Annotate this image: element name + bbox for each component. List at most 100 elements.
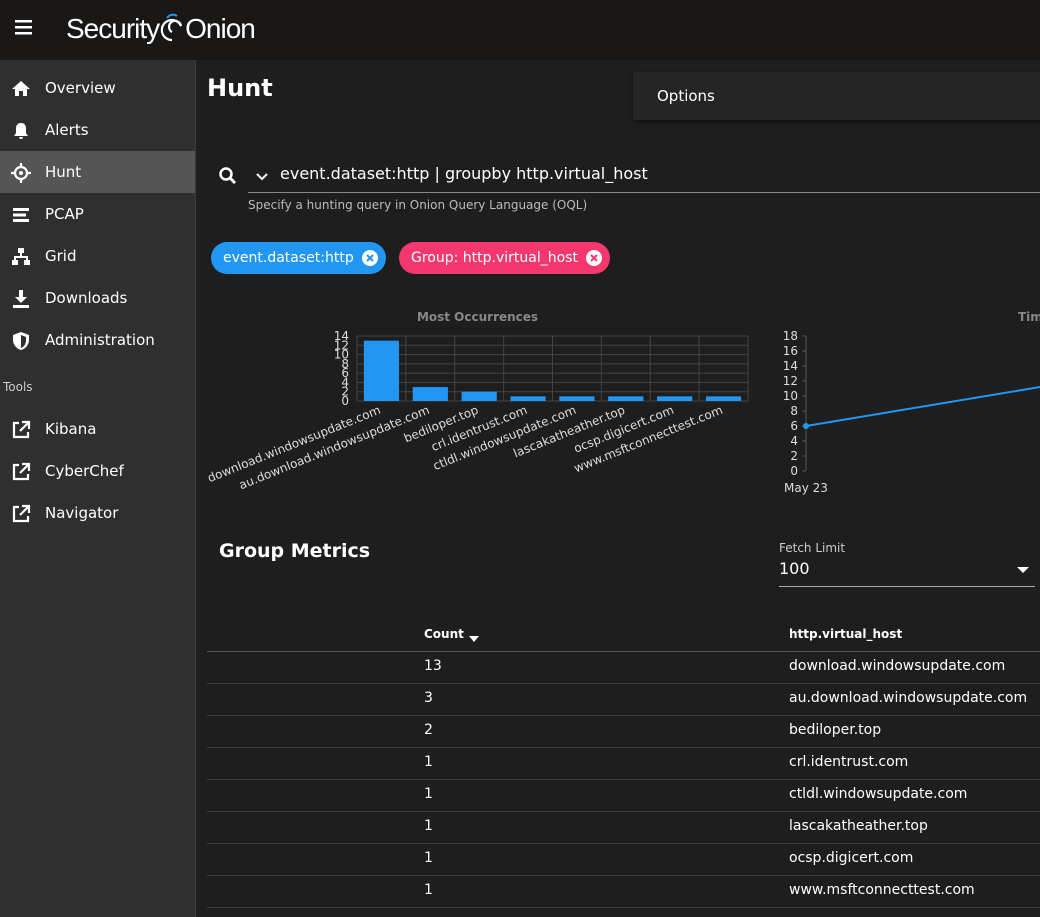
logo: Security Onion [66, 12, 256, 45]
nav-label[interactable]: Overview [45, 79, 116, 97]
nav-item[interactable]: Downloads [0, 277, 195, 319]
x-tick-label: May 23 [784, 481, 828, 495]
y-tick-label: 14 [334, 329, 349, 343]
chip-close[interactable] [585, 250, 602, 266]
y-tick-label: 8 [790, 404, 798, 418]
y-tick-label: 4 [341, 375, 349, 389]
table-cell: 13 [424, 658, 442, 674]
dropdown-icon[interactable] [255, 172, 269, 182]
nav-item[interactable]: Overview [0, 67, 195, 109]
nav-item[interactable]: Alerts [0, 109, 195, 151]
nav-icon [13, 332, 29, 350]
y-tick-label: 2 [341, 385, 349, 399]
nav-item[interactable]: Hunt [0, 151, 195, 193]
column-header[interactable]: Count [424, 627, 464, 641]
logo-left: Security [66, 13, 160, 44]
nav-label[interactable]: PCAP [45, 205, 84, 223]
chart-title: Most Occurrences [417, 310, 538, 324]
bar [363, 340, 400, 401]
y-tick-label: 8 [341, 357, 349, 371]
nav-label[interactable]: Grid [45, 247, 77, 265]
table-cell: download.windowsupdate.com [789, 658, 1006, 674]
y-tick-label: 6 [341, 366, 349, 380]
tools-heading: Tools [3, 380, 33, 394]
bar [559, 396, 595, 401]
search-icon[interactable] [218, 166, 238, 186]
table-cell: 1 [424, 882, 433, 898]
table-cell: 2 [424, 722, 433, 738]
nav-item[interactable]: Grid [0, 235, 195, 277]
select-arrow[interactable] [1016, 566, 1030, 574]
row-line [207, 715, 1040, 716]
bar [461, 391, 497, 401]
chip-close-x[interactable] [366, 254, 374, 262]
filter-chip[interactable]: event.dataset:http [211, 242, 386, 274]
nav-item[interactable]: PCAP [0, 193, 195, 235]
nav-icon [12, 504, 31, 523]
top-bar: Security Onion [0, 0, 1040, 60]
logo-icon [160, 13, 183, 42]
bar [705, 396, 742, 401]
nav-item[interactable]: Navigator [0, 492, 195, 534]
filter-chip[interactable]: Group: http.virtual_host [399, 242, 610, 274]
table-cell: ocsp.digicert.com [789, 850, 914, 866]
row-line [207, 779, 1040, 780]
nav-label[interactable]: Hunt [45, 163, 82, 181]
y-tick-label: 12 [334, 338, 349, 352]
nav-item[interactable]: Administration [0, 319, 195, 361]
fetch-limit-label: Fetch Limit [779, 541, 846, 555]
nav-icon [12, 248, 30, 265]
sort-arrow [469, 636, 479, 642]
nav-label[interactable]: Alerts [45, 121, 89, 139]
nav-label[interactable]: Kibana [45, 420, 97, 438]
nav-label[interactable]: Navigator [45, 504, 119, 522]
page-title: Hunt [207, 74, 273, 102]
y-tick-label: 10 [783, 389, 798, 403]
table-cell: 1 [424, 786, 433, 802]
y-tick-label: 12 [783, 374, 798, 388]
y-tick-label: 0 [341, 394, 349, 408]
row-line [207, 875, 1040, 876]
chip-close-x[interactable] [590, 254, 598, 262]
nav-icon [13, 208, 29, 222]
nav-icon [14, 123, 28, 139]
chip-label[interactable]: event.dataset:http [223, 250, 354, 266]
y-tick-label: 10 [334, 348, 349, 362]
column-header[interactable]: http.virtual_host [789, 627, 903, 641]
table-cell: ctldl.windowsupdate.com [789, 786, 968, 802]
bar [657, 396, 693, 401]
nav-icon [12, 81, 30, 96]
nav-label[interactable]: Administration [45, 331, 155, 349]
nav-item[interactable]: Kibana [0, 408, 195, 450]
table-cell: bediloper.top [789, 722, 882, 738]
y-tick-label: 4 [790, 434, 798, 448]
nav-icon [12, 462, 31, 481]
nav-item[interactable]: CyberChef [0, 450, 195, 492]
table-cell: 1 [424, 850, 433, 866]
query-hint: Specify a hunting query in Onion Query L… [248, 198, 588, 212]
chart-title: Timeline [1018, 310, 1040, 324]
y-tick-label: 6 [790, 419, 798, 433]
logo-right: Onion [185, 13, 256, 44]
fetch-limit-select[interactable]: 100 [779, 559, 810, 578]
menu-icon[interactable] [15, 20, 33, 36]
options-panel[interactable]: Options [633, 72, 1040, 120]
chip-label[interactable]: Group: http.virtual_host [411, 250, 578, 266]
table-cell: 3 [424, 690, 433, 706]
table-cell: au.download.windowsupdate.com [789, 690, 1028, 706]
row-line [207, 747, 1040, 748]
y-tick-label: 0 [790, 464, 798, 478]
line-series [805, 385, 1040, 427]
bar [412, 387, 448, 401]
options-label[interactable]: Options [657, 87, 715, 105]
table-cell: 1 [424, 754, 433, 770]
nav-label[interactable]: Downloads [45, 289, 128, 307]
nav-label[interactable]: CyberChef [45, 462, 124, 480]
y-tick-label: 16 [783, 344, 798, 358]
chip-close[interactable] [361, 250, 378, 266]
header-line [207, 651, 1040, 652]
nav-icon [13, 290, 29, 308]
query-input[interactable]: event.dataset:http | groupby http.virtua… [280, 164, 648, 183]
